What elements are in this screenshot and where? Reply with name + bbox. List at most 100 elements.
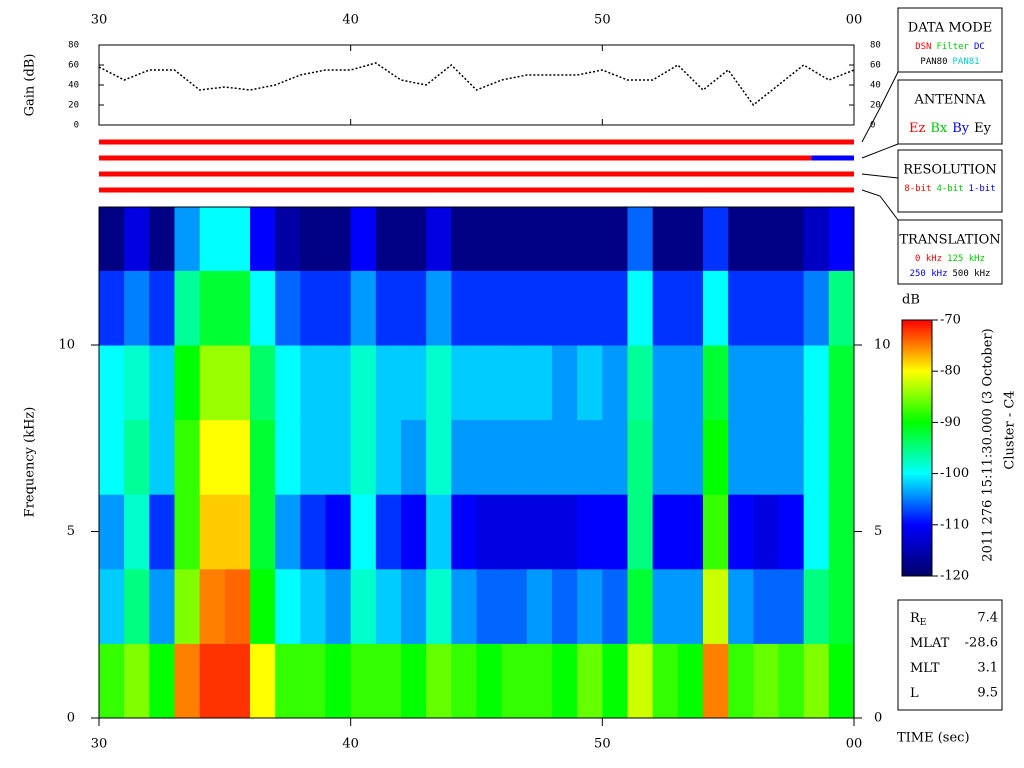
heatmap-cell — [828, 270, 855, 346]
heatmap-cell — [401, 568, 427, 644]
heatmap-cell — [300, 643, 326, 719]
heatmap-cell — [375, 419, 402, 495]
panel-item: PAN80 — [920, 57, 947, 67]
heatmap-cell — [753, 345, 779, 421]
y-tick-label: 0 — [74, 121, 79, 131]
connector — [861, 189, 899, 221]
panel-title: DATA MODE — [908, 21, 992, 36]
heatmap-cell — [703, 345, 729, 421]
plot-frame — [98, 206, 855, 719]
y-axis-label: Gain (dB) — [23, 54, 38, 117]
panel-line: Ez Bx By Ey — [909, 121, 992, 136]
heatmap-cell — [803, 643, 830, 719]
heatmap-cell — [300, 270, 326, 346]
heatmap-cell — [552, 207, 578, 271]
heatmap-cell — [275, 568, 301, 644]
heatmap-cell — [401, 207, 427, 271]
status-bar — [99, 155, 812, 161]
heatmap-cell — [526, 643, 553, 719]
heatmap-cell — [199, 207, 226, 271]
heatmap-cell — [577, 270, 603, 346]
heatmap-cell — [728, 270, 754, 346]
info-label: MLT — [910, 661, 940, 676]
heatmap-cell — [476, 345, 503, 421]
info-label-sub: E — [920, 618, 927, 628]
heatmap-cell — [602, 270, 628, 346]
heatmap-cell — [199, 494, 226, 570]
heatmap-cell — [275, 419, 301, 495]
y-tick-label: 20 — [68, 101, 79, 111]
info-label: RE — [910, 611, 926, 628]
panel-line: 8-bit 4-bit 1-bit — [904, 184, 995, 194]
heatmap-cell — [174, 494, 201, 570]
heatmap-cell — [703, 494, 729, 570]
x-tick-label: 40 — [342, 13, 359, 28]
heatmap-cell — [753, 270, 779, 346]
heatmap-cell — [526, 207, 553, 271]
panel-title: RESOLUTION — [903, 163, 997, 178]
heatmap-cell — [124, 568, 150, 644]
heatmap-cell — [451, 643, 477, 719]
heatmap-cell — [526, 419, 553, 495]
y-tick-label: 5 — [67, 524, 75, 539]
heatmap-cell — [325, 207, 352, 271]
y-tick-label: 0 — [67, 711, 75, 726]
heatmap-cell — [224, 419, 251, 495]
heatmap-cell — [300, 494, 326, 570]
status-bar — [99, 139, 854, 145]
heatmap-cell — [501, 568, 528, 644]
heatmap-cell — [728, 643, 754, 719]
x-tick-label: 40 — [342, 737, 359, 752]
heatmap-cell — [526, 494, 553, 570]
heatmap-cell — [375, 207, 402, 271]
status-bar — [99, 187, 854, 193]
heatmap-cell — [677, 643, 704, 719]
panel-item: 500 kHz — [953, 269, 991, 279]
y-axis-label: Frequency (kHz) — [23, 407, 38, 518]
panel-item: 8-bit — [904, 184, 931, 194]
info-label: MLAT — [910, 636, 950, 651]
heatmap-cell — [753, 419, 779, 495]
heatmap-cell — [375, 643, 402, 719]
panel-item: 4-bit — [936, 184, 963, 194]
heatmap-cell — [577, 643, 603, 719]
heatmap-cell — [728, 494, 754, 570]
y-tick-label: 80 — [68, 41, 79, 51]
heatmap-cell — [577, 345, 603, 421]
heatmap-cell — [627, 207, 654, 271]
heatmap-cell — [149, 345, 175, 421]
heatmap-cell — [350, 207, 377, 271]
info-label-text: MLAT — [910, 636, 950, 651]
heatmap-cell — [476, 568, 503, 644]
panel-item: Bx — [930, 121, 948, 136]
heatmap-cell — [677, 419, 704, 495]
heatmap-cell — [526, 345, 553, 421]
heatmap-cell — [99, 270, 125, 346]
heatmap-cell — [124, 345, 150, 421]
heatmap-cell — [501, 419, 528, 495]
heatmap-cell — [652, 419, 679, 495]
heatmap-cell — [224, 643, 251, 719]
heatmap-cell — [652, 568, 679, 644]
heatmap-cell — [501, 207, 528, 271]
heatmap-cell — [350, 419, 377, 495]
heatmap-cell — [426, 207, 452, 271]
colorbar-tick-label: -70 — [940, 313, 961, 328]
heatmap-cell — [375, 270, 402, 346]
heatmap-cell — [778, 494, 805, 570]
heatmap-cell — [401, 643, 427, 719]
heatmap-cell — [426, 494, 452, 570]
heatmap-cell — [199, 345, 226, 421]
heatmap-cell — [275, 643, 301, 719]
heatmap-cell — [401, 270, 427, 346]
y-tick-label: 40 — [870, 81, 881, 91]
heatmap-cell — [803, 568, 830, 644]
heatmap-cell — [476, 643, 503, 719]
heatmap-cell — [627, 643, 654, 719]
y-tick-label: 60 — [870, 61, 881, 71]
y-tick-label: 60 — [68, 61, 79, 71]
heatmap-cell — [426, 643, 452, 719]
heatmap-cell — [828, 345, 855, 421]
colorbar-tick-label: -120 — [940, 569, 969, 584]
panel-box — [897, 79, 1003, 145]
